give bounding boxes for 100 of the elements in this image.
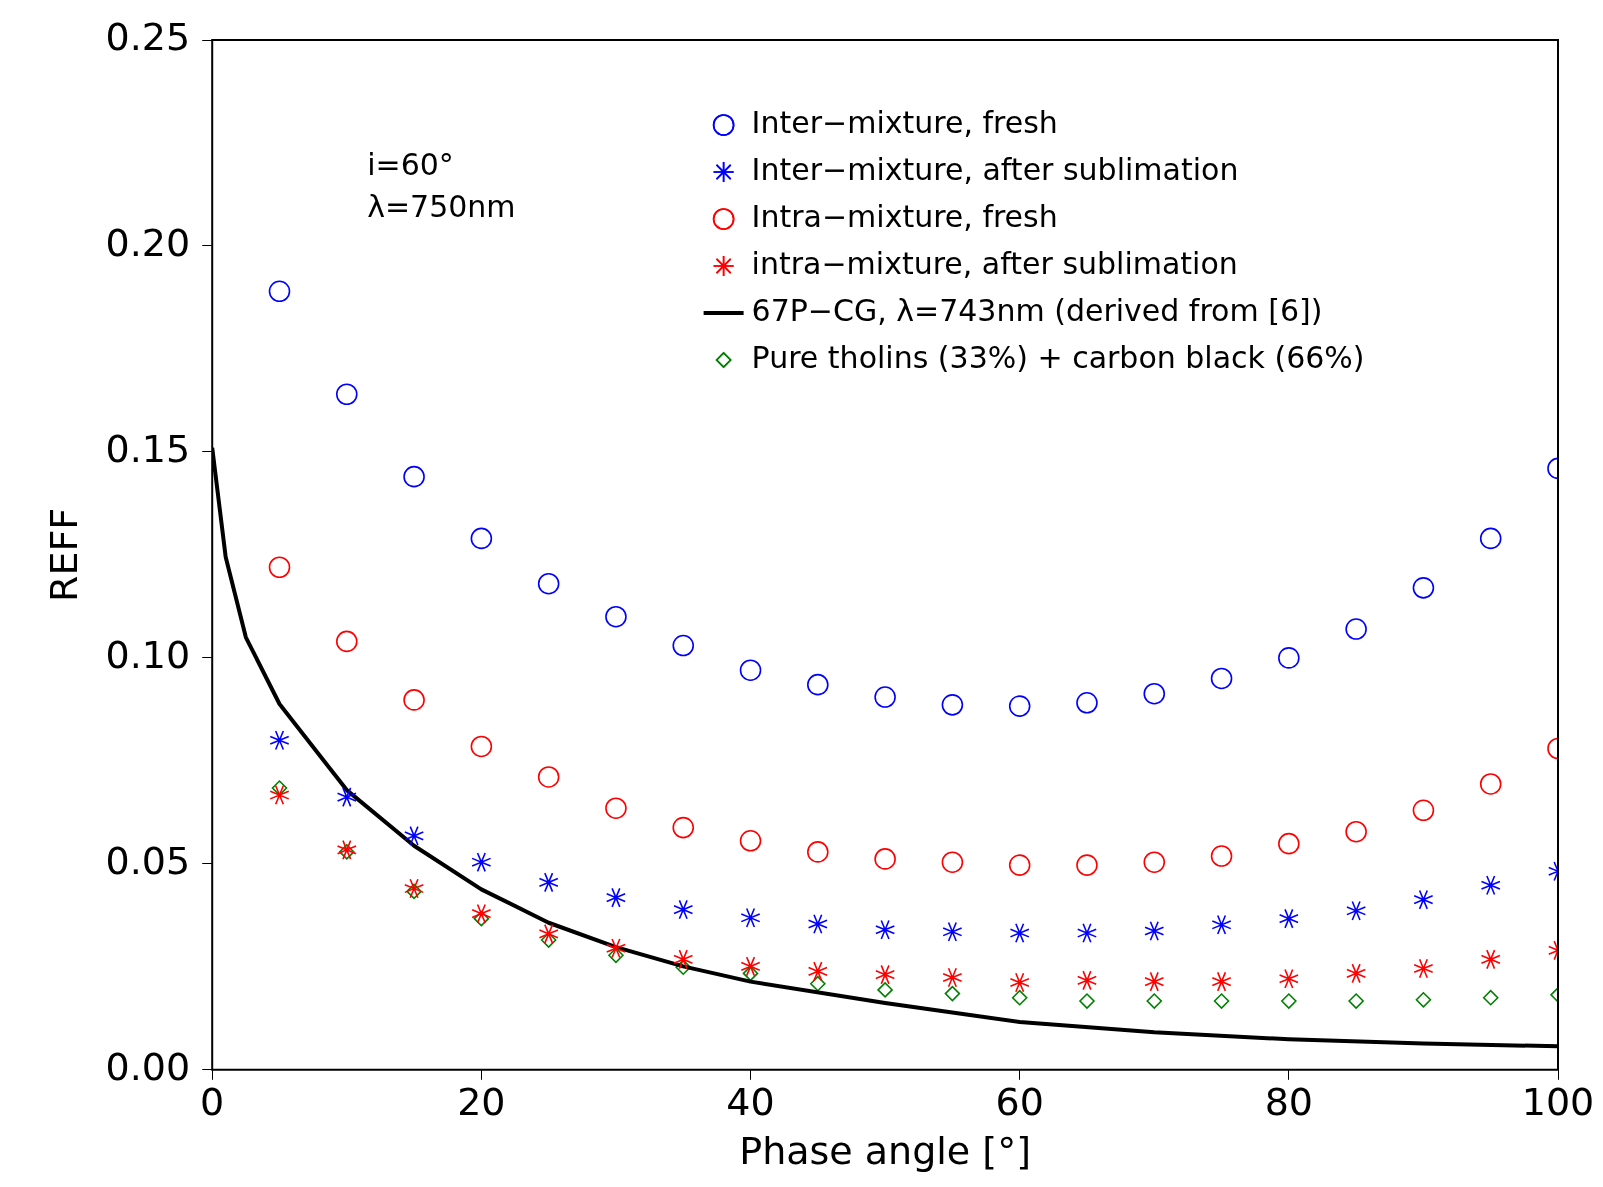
point — [336, 839, 357, 860]
point — [1143, 682, 1166, 705]
point — [470, 527, 493, 550]
point — [1076, 691, 1098, 714]
point — [675, 959, 692, 976]
point — [537, 572, 560, 595]
point — [877, 982, 893, 998]
point — [1415, 991, 1432, 1008]
point — [1079, 993, 1095, 1009]
point — [1144, 971, 1165, 992]
point — [473, 910, 490, 927]
point — [540, 932, 557, 948]
point — [605, 605, 627, 628]
point — [944, 985, 961, 1002]
y-tick-label: 0.00 — [105, 1044, 191, 1089]
x-tick-label: 0 — [200, 1080, 225, 1125]
legend-label: Pure tholins (33%) + carbon black (66%) — [751, 339, 1365, 375]
point — [538, 872, 559, 893]
point — [403, 689, 425, 711]
y-axis-title: REFF — [41, 507, 86, 602]
point — [335, 383, 358, 406]
x-tick-label: 40 — [726, 1080, 775, 1125]
point — [269, 785, 290, 806]
point — [537, 766, 560, 788]
point — [403, 465, 425, 488]
y-tick-label: 0.05 — [105, 838, 191, 883]
point — [942, 967, 963, 988]
point — [1008, 854, 1031, 876]
annotation: i=60° — [367, 146, 454, 182]
legend-label: Intra−mixture, fresh — [751, 198, 1058, 234]
point — [406, 883, 422, 900]
point — [335, 630, 358, 653]
y-tick-label: 0.25 — [105, 14, 191, 59]
point — [810, 975, 826, 992]
point — [807, 913, 828, 935]
point — [1345, 618, 1367, 640]
point — [807, 961, 828, 982]
point — [1144, 920, 1165, 942]
point — [739, 659, 762, 682]
point — [1211, 971, 1232, 992]
point — [1213, 993, 1230, 1009]
point — [605, 797, 627, 820]
point — [1211, 914, 1232, 935]
point — [1009, 972, 1030, 993]
point — [1011, 989, 1028, 1006]
legend-label: Inter−mixture, fresh — [751, 104, 1058, 140]
point — [672, 634, 695, 657]
point — [1008, 695, 1031, 717]
point — [608, 947, 624, 964]
point — [941, 694, 964, 716]
point — [338, 844, 355, 860]
point — [269, 730, 290, 751]
x-tick-label: 100 — [1521, 1080, 1595, 1125]
legend-label: 67P−CG, λ=743nm (derived from [6]) — [751, 292, 1323, 328]
point — [1345, 820, 1367, 843]
point — [942, 921, 963, 942]
point — [1412, 799, 1435, 822]
point — [1278, 647, 1300, 669]
point — [404, 878, 425, 899]
point — [1278, 908, 1299, 929]
point — [875, 919, 896, 940]
point — [470, 735, 493, 758]
y-tick-label: 0.20 — [105, 220, 191, 265]
point — [1346, 963, 1367, 984]
point — [875, 964, 896, 985]
point — [874, 848, 896, 870]
x-tick-label: 80 — [1264, 1080, 1314, 1125]
y-tick-label: 0.15 — [105, 426, 191, 471]
point — [471, 852, 492, 873]
point — [807, 673, 829, 696]
point — [1278, 832, 1300, 855]
point — [336, 787, 357, 808]
point — [404, 825, 425, 846]
point — [1348, 993, 1364, 1009]
point — [268, 280, 291, 303]
point — [1210, 845, 1233, 867]
point — [1009, 923, 1030, 944]
point — [740, 956, 761, 977]
point — [1210, 667, 1233, 690]
point — [605, 938, 626, 959]
point — [673, 899, 694, 920]
legend-label: Inter−mixture, after sublimation — [751, 151, 1239, 187]
point — [1076, 923, 1098, 944]
y-tick-label: 0.10 — [105, 632, 191, 677]
point — [1482, 989, 1499, 1006]
point — [941, 851, 964, 873]
point — [605, 887, 626, 908]
point — [672, 816, 695, 839]
point — [1281, 993, 1297, 1009]
point — [1480, 875, 1501, 896]
point — [673, 949, 694, 970]
point — [1413, 958, 1434, 979]
point — [1146, 993, 1163, 1009]
point — [874, 686, 896, 708]
x-tick-label: 60 — [995, 1080, 1044, 1125]
point — [268, 556, 291, 579]
x-tick-label: 20 — [457, 1080, 506, 1125]
point — [739, 829, 762, 852]
point — [271, 780, 288, 796]
annotation: λ=750nm — [367, 188, 516, 224]
